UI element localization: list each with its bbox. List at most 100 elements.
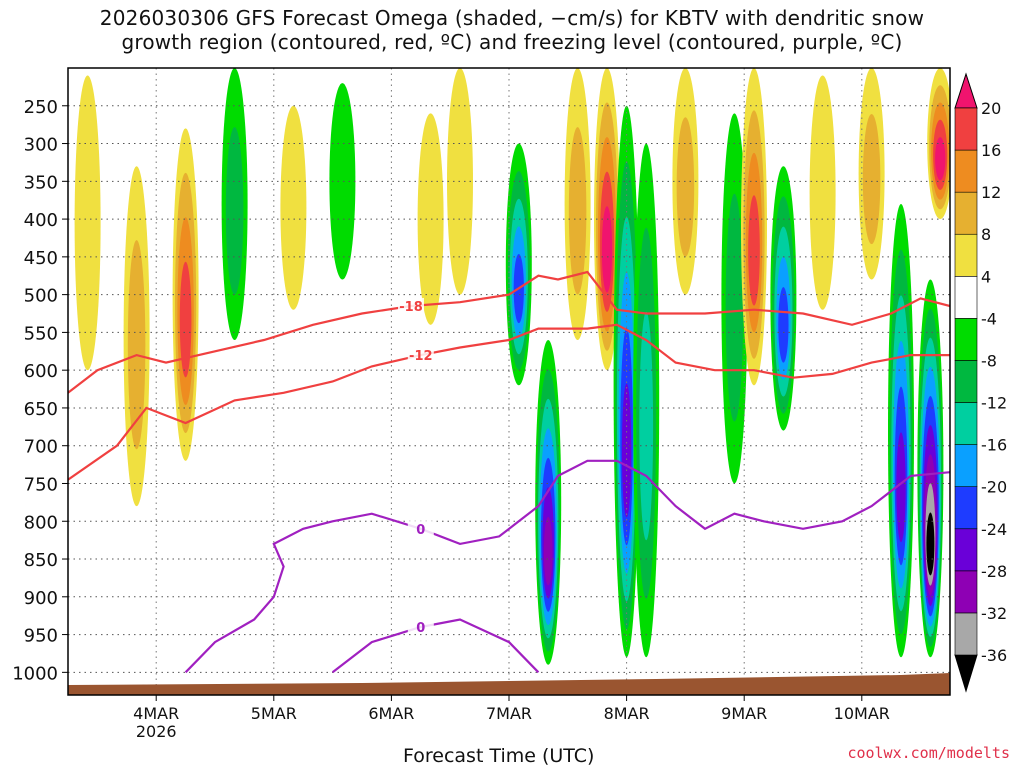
omega-core-1	[123, 166, 150, 507]
omega-shade	[639, 311, 654, 541]
colorbar-swatch	[954, 360, 978, 403]
contour-line-3	[331, 618, 540, 674]
omega-core-2	[172, 128, 199, 461]
colorbar-label: -4	[981, 309, 997, 328]
chart-title-line2: growth region (contoured, red, ºC) and f…	[121, 30, 903, 54]
x-tick-label: 10MAR	[834, 704, 890, 723]
omega-shade	[935, 137, 946, 181]
colorbar-swatch	[954, 402, 978, 445]
colorbar-swatch	[954, 233, 978, 277]
colorbar-swatch	[954, 486, 978, 530]
omega-core-4	[280, 105, 307, 310]
colorbar-swatch	[954, 444, 978, 487]
x-tick-label: 9MAR	[721, 704, 767, 723]
colorbar-label: 16	[981, 141, 1001, 160]
y-tick-label: 550	[24, 323, 58, 344]
colorbar-swatch	[954, 191, 978, 235]
contour-label-bg	[398, 297, 424, 313]
omega-shade	[179, 261, 192, 378]
colorbar-arrow-bottom	[954, 654, 978, 693]
colorbar-label: -20	[981, 478, 1007, 497]
omega-shade	[748, 195, 760, 306]
colorbar-label: 20	[981, 99, 1001, 118]
contour-line-1	[68, 323, 950, 481]
colorbar: 20 16 12 8 4 -4 -8 -12 -16 -20 -24 -28 -32 -36	[954, 72, 1007, 693]
y-tick-label: 800	[24, 512, 58, 533]
omega-shade	[809, 75, 836, 310]
omega-core-12	[613, 105, 640, 658]
x-tick-label: 5MAR	[251, 704, 297, 723]
colorbar-swatch	[954, 570, 978, 614]
omega-shade	[862, 113, 881, 245]
colorbar-label: -24	[981, 520, 1007, 539]
contour-line-0	[68, 270, 950, 394]
omega-core-15	[721, 113, 748, 484]
omega-shade	[417, 113, 444, 325]
omega-shade	[74, 75, 101, 371]
colorbar-label: -36	[981, 646, 1007, 665]
plot-area: -18 -12 0 0	[68, 68, 950, 695]
y-tick-label: 650	[24, 399, 58, 420]
omega-shade	[725, 193, 744, 422]
colorbar-label: -12	[981, 394, 1007, 413]
omega-core-21	[917, 279, 944, 658]
terrain	[68, 673, 950, 695]
y-tick-label: 450	[24, 248, 58, 269]
colorbar-label: -28	[981, 562, 1007, 581]
omega-shade	[568, 127, 587, 295]
omega-shade	[225, 127, 244, 295]
omega-core-6	[417, 113, 444, 325]
colorbar-arrow-top	[954, 72, 978, 109]
contour-label: 0	[416, 621, 425, 636]
colorbar-swatch	[954, 612, 978, 656]
omega-core-20	[888, 203, 914, 658]
y-tick-label: 400	[24, 210, 58, 231]
colorbar-label: 12	[981, 183, 1001, 202]
colorbar-label: -8	[981, 351, 997, 370]
omega-core-16	[741, 68, 767, 386]
y-tick-label: 600	[24, 361, 58, 382]
y-tick-label: 250	[24, 97, 58, 118]
y-tick-label: 1000	[12, 663, 58, 684]
contour-label-bg	[407, 347, 434, 363]
x-tick-label: 6MAR	[368, 704, 414, 723]
omega-core-13	[633, 143, 660, 658]
contour-label-bg	[407, 520, 434, 536]
x-tick-label: 4MAR	[133, 704, 179, 723]
x-tick-label: 8MAR	[604, 704, 650, 723]
omega-shade	[778, 287, 789, 363]
omega-core-0	[74, 75, 101, 371]
omega-core-19	[858, 68, 885, 280]
x-axis-label: Forecast Time (UTC)	[403, 745, 595, 767]
y-tick-label: 700	[24, 437, 58, 458]
omega-shade	[601, 206, 613, 293]
x-tick-label: 7MAR	[486, 704, 532, 723]
omega-core-10	[564, 68, 591, 340]
colorbar-label: -16	[981, 436, 1007, 455]
omega-core-9	[535, 339, 562, 665]
colorbar-swatch	[954, 107, 978, 151]
contour-label-bg	[407, 619, 434, 635]
contour-line-2	[184, 459, 950, 674]
omega-core-17	[770, 166, 797, 431]
colorbar-swatch	[954, 276, 978, 319]
colorbar-swatch	[954, 528, 978, 572]
y-tick-label: 900	[24, 588, 58, 609]
omega-shade	[676, 117, 695, 257]
omega-shade	[926, 512, 935, 576]
omega-shade	[127, 240, 146, 450]
omega-core-5	[329, 83, 356, 280]
omega-shade	[280, 105, 307, 310]
colorbar-swatch	[954, 318, 978, 361]
site-credit: coolwx.com/modelts	[847, 744, 1010, 762]
omega-core-18	[809, 75, 836, 310]
y-tick-label: 750	[24, 474, 58, 495]
omega-core-8	[505, 143, 532, 386]
contour-label: 0	[416, 523, 425, 538]
y-tick-label: 850	[24, 550, 58, 571]
omega-shade	[896, 432, 906, 543]
chart-title-line1: 2026030306 GFS Forecast Omega (shaded, −…	[99, 6, 925, 30]
x-tick-sublabel: 2026	[136, 722, 177, 741]
y-tick-label: 350	[24, 172, 58, 193]
